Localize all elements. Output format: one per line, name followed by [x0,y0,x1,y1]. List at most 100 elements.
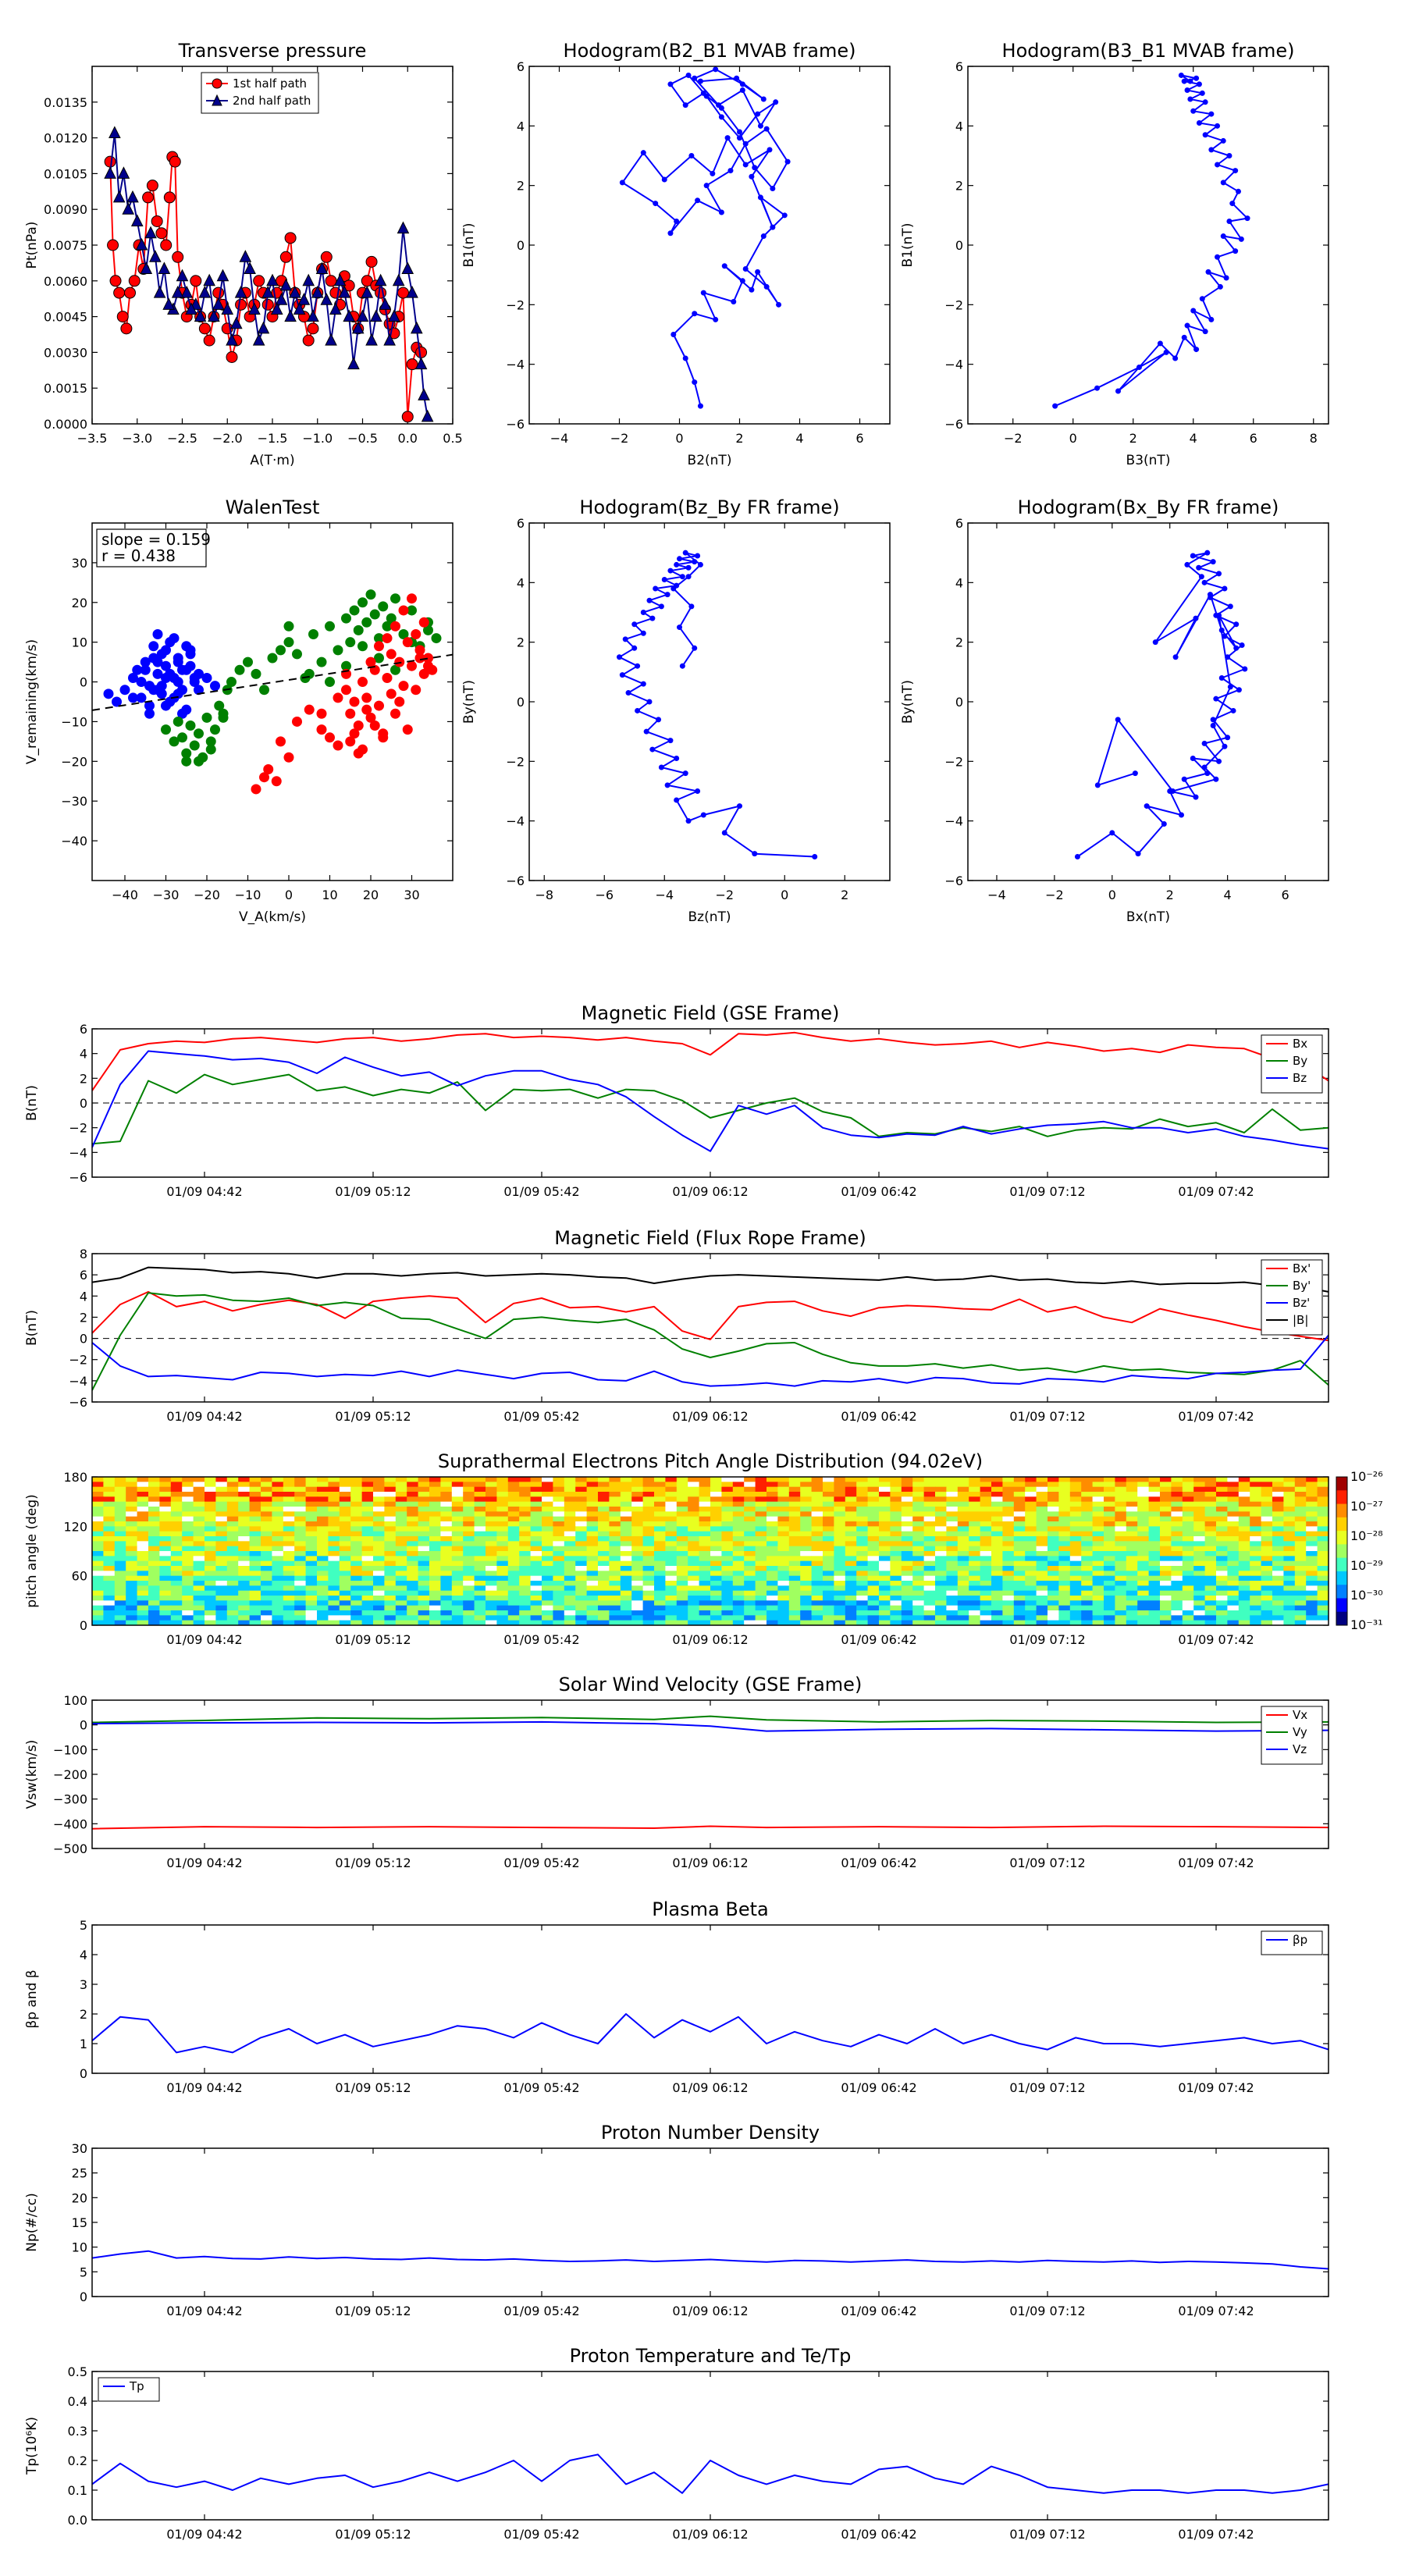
data-point [109,275,122,287]
heatmap-cell [654,1620,666,1626]
heatmap-cell [272,1610,284,1616]
heatmap-cell [474,1551,486,1557]
heatmap-cell [767,1581,778,1586]
heatmap-cell [1092,1620,1104,1626]
heatmap-cell [1216,1486,1228,1493]
heatmap-cell [1092,1571,1104,1577]
heatmap-cell [957,1615,969,1621]
heatmap-cell [969,1531,981,1537]
heatmap-cell [845,1590,857,1596]
y-tick-label: −4 [944,358,963,372]
heatmap-cell [159,1541,172,1547]
heatmap-cell [542,1526,553,1532]
heatmap-cell [530,1560,542,1567]
heatmap-cell [699,1526,711,1532]
heatmap-cell [451,1566,464,1571]
heatmap-cell [721,1590,734,1596]
data-point [1220,180,1226,186]
heatmap-cell [1272,1482,1284,1488]
data-point [325,333,337,346]
heatmap-cell [317,1486,329,1493]
heatmap-cell [564,1571,576,1577]
heatmap-cell [339,1590,351,1596]
heatmap-cell [361,1585,374,1592]
heatmap-cell [1104,1541,1115,1547]
heatmap-cell [699,1581,711,1586]
heatmap-cell [317,1596,329,1601]
heatmap-cell [980,1526,992,1532]
heatmap-cell [451,1536,464,1542]
heatmap-cell [429,1575,441,1582]
heatmap-cell [879,1575,891,1582]
heatmap-cell [676,1526,688,1532]
heatmap-cell [1182,1615,1194,1621]
heatmap-cell [1081,1581,1094,1586]
heatmap-cell [1036,1605,1048,1611]
colorbar-segment [1336,1531,1347,1545]
heatmap-cell [732,1501,745,1507]
heatmap-cell [103,1600,116,1606]
heatmap-cell [1160,1605,1172,1611]
heatmap-cell [1137,1482,1150,1488]
y-tick-label: 10 [72,2240,87,2255]
heatmap-cell [755,1581,767,1586]
heatmap-cell [823,1590,834,1596]
heatmap-cell [879,1615,891,1621]
heatmap-cell [1306,1477,1318,1482]
heatmap-cell [856,1620,869,1626]
heatmap-cell [901,1482,913,1488]
heatmap-cell [519,1496,532,1503]
heatmap-cell [384,1610,397,1616]
heatmap-cell [486,1486,497,1493]
heatmap-cell [215,1482,228,1488]
heatmap-cell [429,1536,441,1542]
heatmap-cell [845,1560,857,1567]
heatmap-cell [249,1581,261,1586]
heatmap-cell [519,1581,532,1586]
data-point [378,601,389,612]
heatmap-cell [777,1600,790,1606]
heatmap-cell [575,1590,588,1596]
heatmap-cell [1104,1575,1115,1582]
heatmap-cell [1104,1507,1115,1512]
heatmap-cell [249,1536,261,1542]
heatmap-cell [744,1571,756,1577]
heatmap-cell [912,1536,925,1542]
heatmap-cell [1261,1496,1273,1503]
heatmap-cell [867,1610,880,1616]
heatmap-cell [215,1620,228,1626]
colorbar-segment [1336,1477,1347,1491]
x-tick-label: 01/09 07:12 [1009,1632,1085,1647]
heatmap-cell [1081,1486,1094,1493]
heatmap-cell [1081,1526,1094,1532]
data-point [271,776,282,787]
heatmap-cell [530,1620,542,1626]
heatmap-cell [1193,1486,1206,1493]
heatmap-cell [553,1536,565,1542]
heatmap-cell [1171,1521,1183,1527]
data-point [1184,322,1190,329]
heatmap-cell [1036,1590,1048,1596]
heatmap-cell [137,1516,149,1522]
heatmap-cell [215,1511,228,1517]
heatmap-cell [923,1560,936,1567]
heatmap-cell [373,1536,385,1542]
data-point [289,285,301,298]
heatmap-cell [205,1600,216,1606]
heatmap-cell [418,1600,430,1606]
heatmap-cell [159,1516,172,1522]
heatmap-cell [1193,1477,1206,1482]
heatmap-cell [1002,1590,1015,1596]
heatmap-cell [418,1566,430,1571]
heatmap-cell [834,1521,846,1527]
heatmap-cell [564,1566,576,1571]
data-point [398,681,409,692]
heatmap-cell [834,1496,846,1503]
heatmap-cell [946,1486,959,1493]
heatmap-cell [182,1610,194,1616]
legend-label: Bz [1293,1071,1307,1085]
heatmap-cell [1204,1486,1217,1493]
heatmap-cell [856,1511,869,1517]
data-point [710,170,716,176]
heatmap-cell [767,1610,778,1616]
